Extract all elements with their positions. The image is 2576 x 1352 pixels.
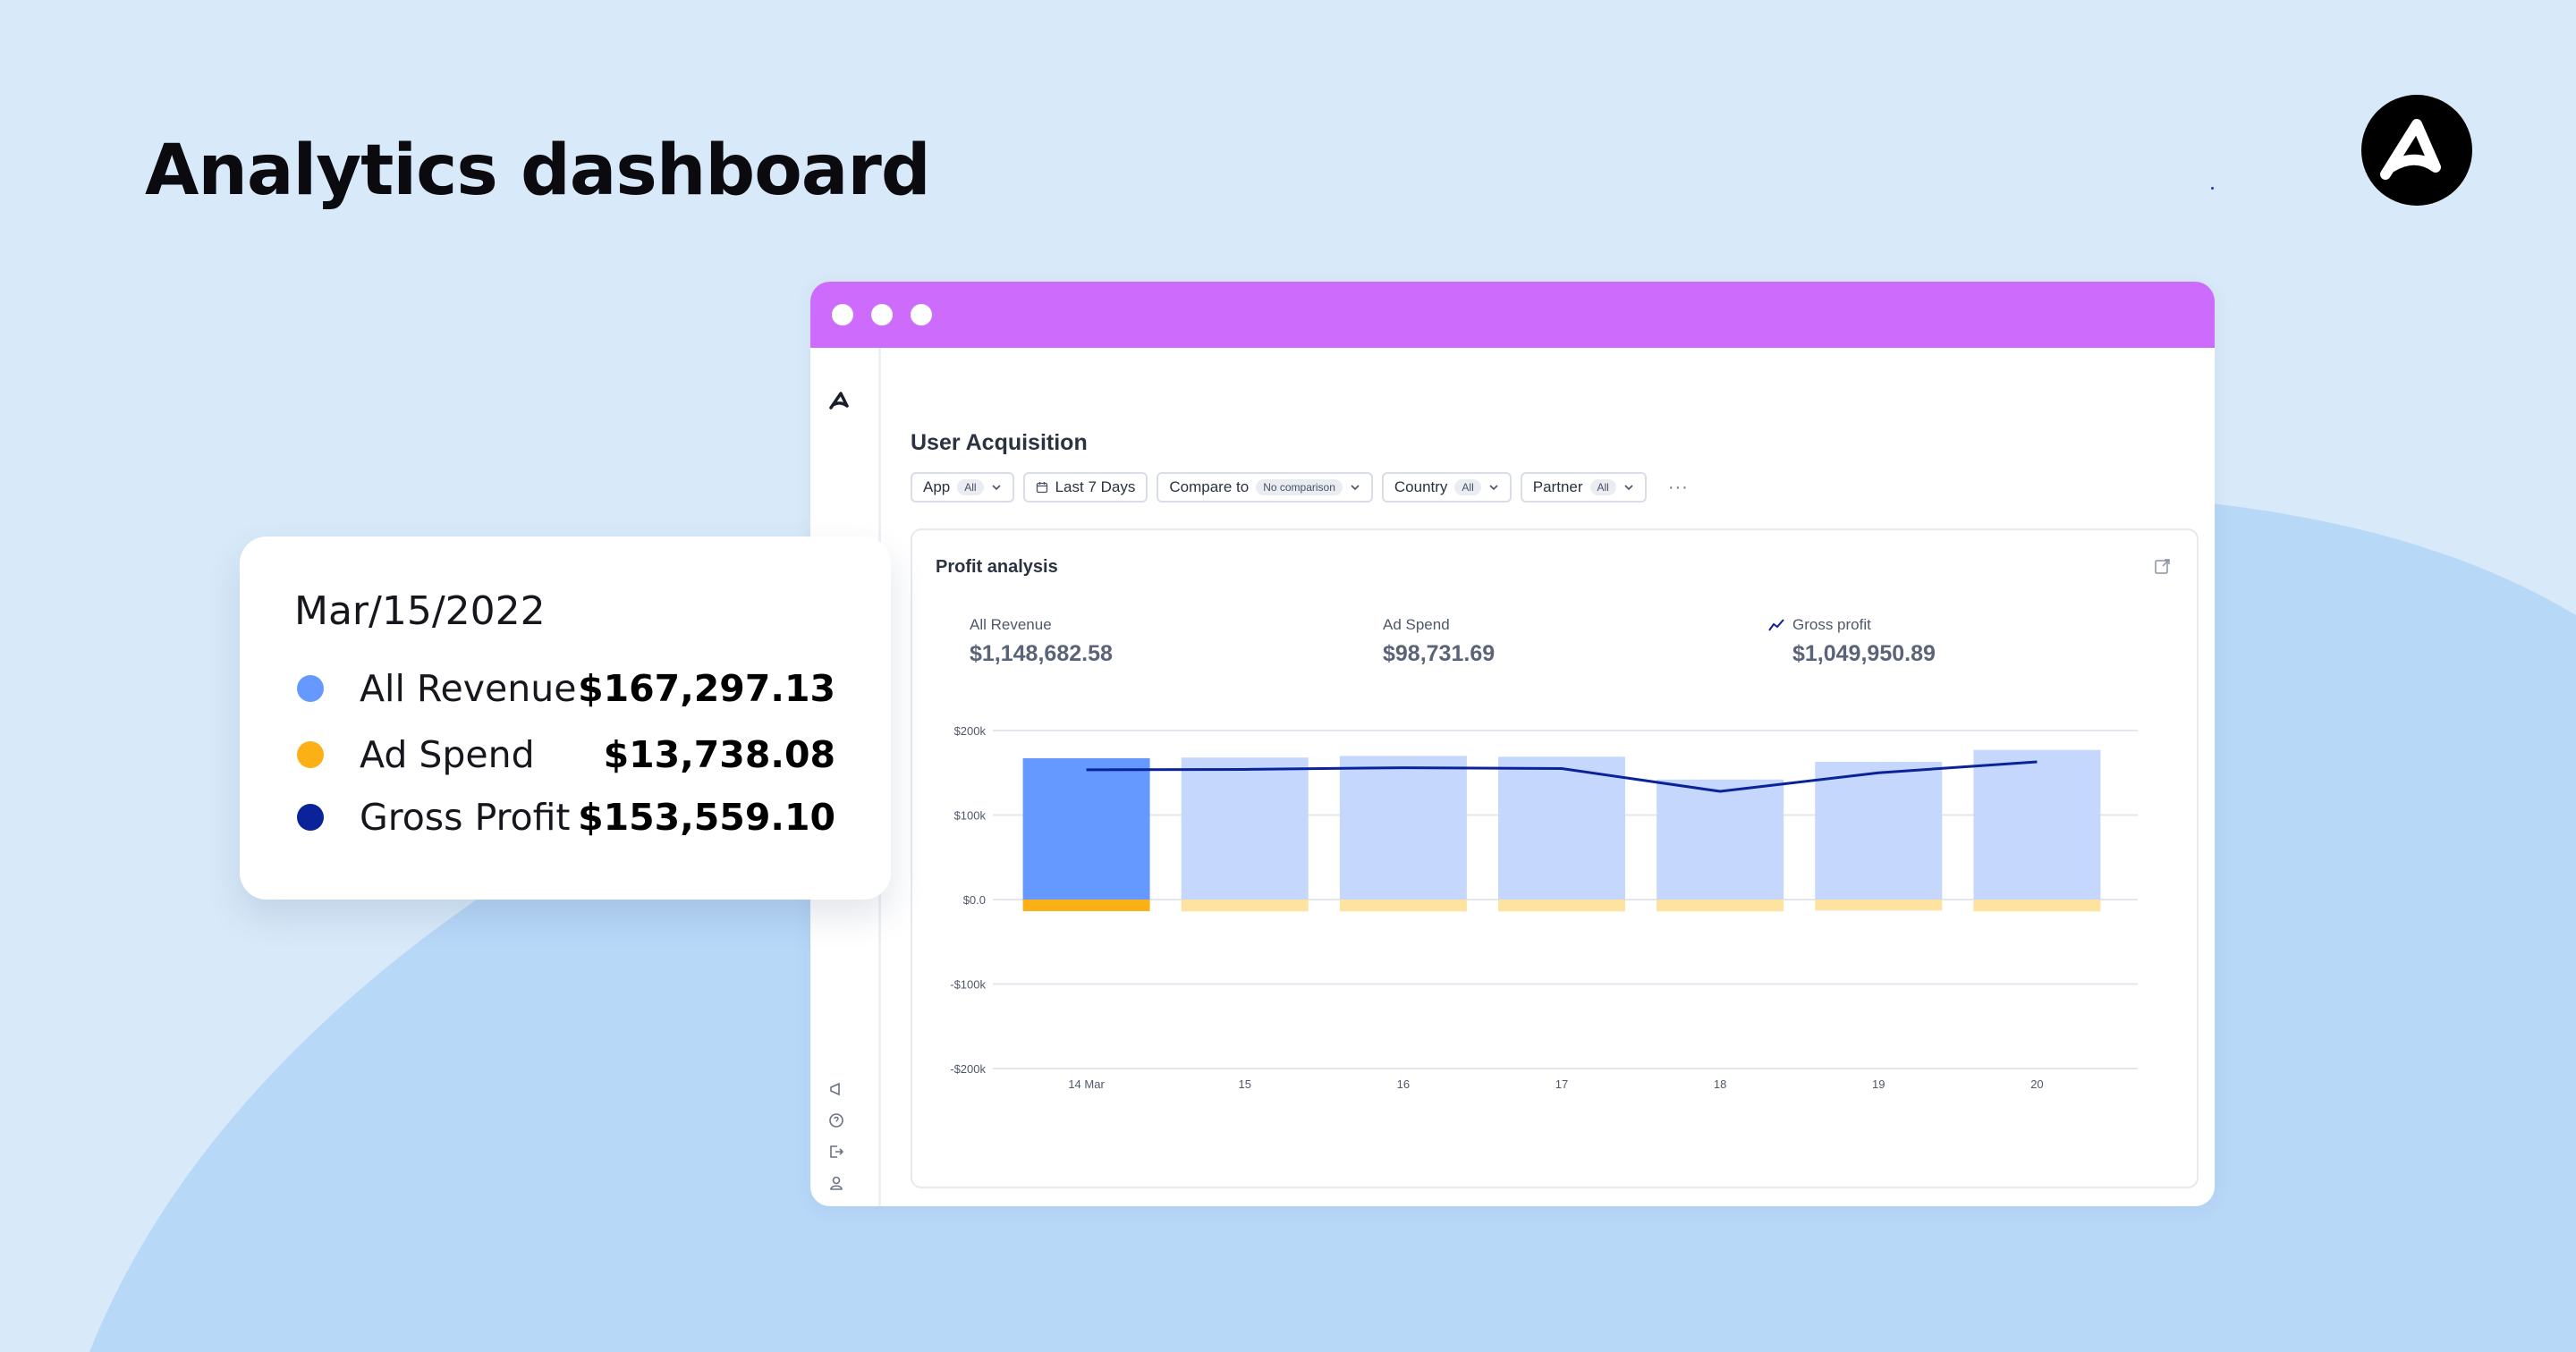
filter-app-label: App: [923, 478, 951, 495]
filter-partner[interactable]: Partner All: [1520, 472, 1647, 503]
page-title: Analytics dashboard: [145, 131, 931, 211]
x-tick-label: 19: [1872, 1077, 1885, 1091]
kpi-gross-profit: Gross profit $1,049,950.89: [1767, 616, 1936, 667]
chevron-down-icon: [992, 485, 1001, 491]
chevron-down-icon: [1489, 485, 1498, 491]
app-window: User Acquisition App All Last 7 Days Com…: [810, 282, 2215, 1206]
help-icon[interactable]: [828, 1112, 844, 1133]
y-tick-label: $0.0: [963, 893, 986, 907]
revenue-bar: [1973, 749, 2101, 900]
tooltip-row-ad-spend: Ad Spend $13,738.08: [297, 730, 835, 780]
chevron-down-icon: [1351, 485, 1360, 491]
ad-spend-bar: [1657, 900, 1784, 912]
filter-country[interactable]: Country All: [1381, 472, 1512, 503]
tooltip-label: All Revenue: [360, 667, 577, 710]
tooltip-row-revenue: All Revenue $167,297.13: [297, 663, 835, 714]
filter-partner-label: Partner: [1532, 478, 1583, 495]
user-icon[interactable]: [828, 1175, 844, 1196]
kpi-all-revenue: All Revenue $1,148,682.58: [970, 616, 1113, 667]
y-tick-label: -$100k: [950, 978, 986, 992]
tooltip-value: $167,297.13: [578, 667, 835, 710]
x-tick-label: 16: [1397, 1077, 1410, 1091]
window-close-dot[interactable]: [832, 304, 853, 325]
window-titlebar: [810, 282, 2215, 348]
kpi-label: Ad Spend: [1383, 616, 1450, 633]
filter-country-pill: All: [1454, 479, 1481, 495]
legend-dot-gross-profit: [297, 804, 324, 831]
tooltip-date: Mar/15/2022: [294, 588, 546, 634]
tooltip-row-gross-profit: Gross Profit $153,559.10: [297, 792, 835, 842]
filter-app[interactable]: App All: [911, 472, 1014, 503]
more-options-button[interactable]: ···: [1667, 477, 1689, 497]
chevron-down-icon: [1624, 485, 1633, 491]
ad-spend-bar: [1022, 900, 1150, 911]
x-tick-label: 17: [1555, 1077, 1568, 1091]
y-tick-label: -$200k: [950, 1062, 986, 1076]
tooltip-label: Ad Spend: [360, 733, 535, 776]
tooltip-value: $13,738.08: [603, 733, 835, 776]
filter-date-range[interactable]: Last 7 Days: [1022, 472, 1148, 503]
chart-tooltip: Mar/15/2022 All Revenue $167,297.13 Ad S…: [240, 537, 891, 900]
trend-line-icon: [1768, 619, 1784, 631]
profit-chart: $200k $100k $0.0 -$100k -$200k 14 Mar 15 16 17 18…: [950, 724, 2138, 1091]
filter-country-label: Country: [1394, 478, 1448, 495]
ad-spend-bar: [1339, 900, 1467, 912]
revenue-bar: [1181, 757, 1309, 900]
legend-dot-ad-spend: [297, 741, 324, 768]
section-title: User Acquisition: [911, 430, 1088, 455]
y-tick-label: $100k: [954, 809, 987, 823]
revenue-bar: [1022, 757, 1150, 900]
kpi-ad-spend: Ad Spend $98,731.69: [1383, 616, 1495, 667]
x-tick-label: 14 Mar: [1068, 1077, 1105, 1091]
tooltip-value: $153,559.10: [578, 796, 835, 839]
x-tick-label: 18: [1714, 1077, 1726, 1091]
window-maximize-dot[interactable]: [911, 304, 932, 325]
kpi-value: $1,148,682.58: [970, 641, 1113, 666]
ad-spend-bar: [1181, 900, 1309, 912]
x-tick-label: 20: [2030, 1077, 2043, 1091]
filter-partner-pill: All: [1589, 479, 1616, 495]
export-icon[interactable]: [2154, 557, 2172, 579]
card-title: Profit analysis: [936, 557, 1058, 577]
applovin-logo-icon: [2361, 95, 2472, 206]
filter-compare-pill: No comparison: [1256, 479, 1343, 495]
profit-analysis-card: Profit analysis All Revenue $1,148,682.5…: [911, 528, 2199, 1188]
ad-spend-bar: [1498, 900, 1625, 912]
calendar-icon: [1036, 482, 1047, 494]
revenue-bar: [1815, 761, 1943, 900]
kpi-label: Gross profit: [1792, 616, 1871, 633]
kpi-label: All Revenue: [970, 616, 1052, 633]
filter-compare[interactable]: Compare to No comparison: [1157, 472, 1373, 503]
filter-compare-label: Compare to: [1169, 478, 1250, 495]
logout-icon[interactable]: [828, 1144, 844, 1164]
legend-dot-revenue: [297, 675, 324, 702]
sidebar-logo-icon[interactable]: [828, 391, 853, 415]
revenue-bar: [1498, 756, 1625, 900]
filter-date-label: Last 7 Days: [1055, 478, 1136, 495]
filter-app-pill: All: [957, 479, 984, 495]
megaphone-icon[interactable]: [828, 1081, 844, 1102]
ad-spend-bar: [1815, 900, 1943, 911]
kpi-value: $98,731.69: [1383, 641, 1496, 666]
revenue-bar: [1657, 779, 1784, 900]
kpi-value: $1,049,950.89: [1792, 641, 1936, 666]
y-tick-label: $200k: [954, 724, 987, 738]
decorative-dot: [2211, 187, 2214, 190]
main-content: User Acquisition App All Last 7 Days Com…: [878, 348, 2215, 1206]
tooltip-label: Gross Profit: [360, 796, 571, 839]
x-tick-label: 15: [1238, 1077, 1250, 1091]
gross-profit-line: [1086, 760, 2038, 793]
revenue-bar: [1339, 756, 1467, 900]
filter-bar: App All Last 7 Days Compare to No compar…: [911, 472, 1689, 503]
window-minimize-dot[interactable]: [871, 304, 893, 325]
ad-spend-bar: [1973, 900, 2101, 912]
